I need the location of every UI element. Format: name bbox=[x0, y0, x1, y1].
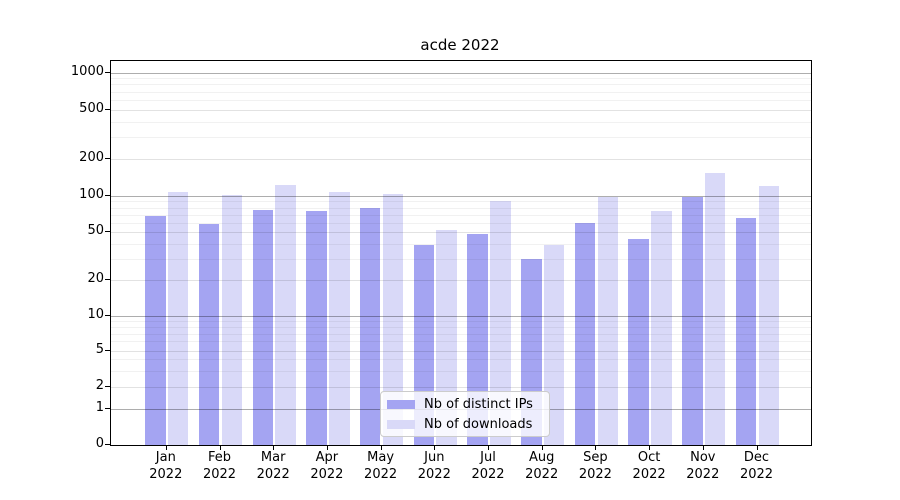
y-tick-10 bbox=[105, 315, 110, 316]
bar-distinct-ips-feb bbox=[198, 224, 220, 445]
y-tick-label-100: 100 bbox=[79, 187, 104, 202]
x-tick-label-oct: Oct 2022 bbox=[632, 450, 666, 482]
y-tick-50 bbox=[105, 231, 110, 232]
grid-line-1000 bbox=[111, 72, 811, 74]
x-tick-oct bbox=[649, 445, 651, 450]
grid-minor-800 bbox=[111, 84, 811, 86]
x-tick-sep bbox=[595, 445, 597, 450]
bar-distinct-ips-sep bbox=[574, 222, 596, 445]
y-tick-label-0: 0 bbox=[95, 436, 104, 451]
legend-swatch-distinct-ips bbox=[387, 399, 415, 409]
x-tick-may bbox=[380, 445, 382, 450]
grid-minor-700 bbox=[111, 91, 811, 93]
bar-downloads-mar bbox=[275, 185, 296, 445]
x-tick-label-dec: Dec 2022 bbox=[739, 450, 774, 482]
y-tick-label-20: 20 bbox=[87, 271, 104, 286]
bar-distinct-ips-nov bbox=[682, 196, 703, 445]
grid-minor-600 bbox=[111, 99, 811, 101]
y-tick-label-200: 200 bbox=[79, 150, 104, 165]
grid-minor-300 bbox=[111, 137, 811, 139]
grid-minor-900 bbox=[111, 78, 811, 80]
bar-distinct-ips-oct bbox=[628, 238, 649, 445]
y-tick-2 bbox=[105, 385, 110, 387]
bar-downloads-dec bbox=[758, 186, 780, 445]
bar-downloads-sep bbox=[597, 197, 619, 445]
x-tick-label-aug: Aug 2022 bbox=[525, 450, 559, 482]
x-tick-nov bbox=[702, 445, 704, 450]
x-tick-label-feb: Feb 2022 bbox=[202, 450, 237, 482]
bar-downloads-oct bbox=[651, 210, 672, 445]
bar-distinct-ips-dec bbox=[735, 217, 757, 445]
x-tick-jul bbox=[488, 445, 489, 450]
y-tick-100 bbox=[105, 195, 110, 196]
grid-line-200 bbox=[111, 159, 811, 160]
x-tick-label-mar: Mar 2022 bbox=[256, 450, 290, 482]
legend-swatch-downloads bbox=[387, 419, 415, 429]
bar-downloads-jan bbox=[167, 191, 189, 445]
x-tick-label-may: May 2022 bbox=[364, 450, 398, 482]
x-tick-label-apr: Apr 2022 bbox=[310, 450, 344, 482]
x-tick-label-nov: Nov 2022 bbox=[686, 450, 720, 482]
y-tick-500 bbox=[105, 108, 110, 110]
bar-downloads-may bbox=[382, 194, 404, 445]
grid-minor-400 bbox=[111, 121, 811, 123]
bar-downloads-apr bbox=[329, 191, 350, 445]
y-tick-1000 bbox=[105, 71, 110, 73]
grid-line-500 bbox=[111, 109, 811, 111]
legend-item-distinct-ips: Nb of distinct IPs bbox=[381, 396, 549, 413]
x-tick-feb bbox=[219, 445, 221, 450]
legend: Nb of distinct IPs Nb of downloads bbox=[380, 391, 550, 437]
bar-distinct-ips-jan bbox=[145, 216, 166, 445]
y-tick-label-5: 5 bbox=[95, 341, 104, 357]
y-tick-200 bbox=[105, 158, 110, 159]
legend-label-distinct-ips: Nb of distinct IPs bbox=[424, 396, 533, 412]
x-tick-label-jun: Jun 2022 bbox=[417, 450, 451, 482]
y-tick-20 bbox=[105, 279, 110, 280]
y-tick-label-1000: 1000 bbox=[70, 63, 104, 79]
x-tick-label-jul: Jul 2022 bbox=[471, 450, 505, 482]
y-tick-label-2: 2 bbox=[95, 377, 104, 393]
x-tick-apr bbox=[326, 445, 328, 450]
y-tick-label-1: 1 bbox=[95, 400, 104, 415]
x-tick-jan bbox=[165, 445, 167, 450]
legend-item-downloads: Nb of downloads bbox=[381, 416, 549, 433]
x-tick-jun bbox=[434, 445, 436, 450]
plot-area bbox=[110, 60, 812, 446]
chart-title: acde 2022 bbox=[420, 36, 500, 54]
bar-distinct-ips-apr bbox=[306, 210, 327, 445]
y-tick-1 bbox=[105, 408, 110, 409]
bar-distinct-ips-may bbox=[359, 207, 381, 445]
y-tick-0 bbox=[105, 444, 110, 445]
x-tick-dec bbox=[756, 445, 758, 450]
y-tick-label-500: 500 bbox=[79, 100, 104, 116]
y-tick-5 bbox=[105, 349, 110, 351]
x-tick-mar bbox=[273, 445, 275, 450]
legend-label-downloads: Nb of downloads bbox=[424, 416, 533, 432]
bar-distinct-ips-mar bbox=[252, 209, 274, 445]
x-tick-aug bbox=[541, 445, 543, 450]
y-tick-label-10: 10 bbox=[87, 307, 104, 322]
y-tick-label-50: 50 bbox=[87, 223, 104, 238]
x-tick-label-sep: Sep 2022 bbox=[578, 450, 612, 482]
bar-downloads-nov bbox=[704, 172, 726, 445]
bar-downloads-jul bbox=[490, 201, 511, 445]
bar-downloads-feb bbox=[221, 195, 243, 445]
x-tick-label-jan: Jan 2022 bbox=[149, 450, 183, 482]
